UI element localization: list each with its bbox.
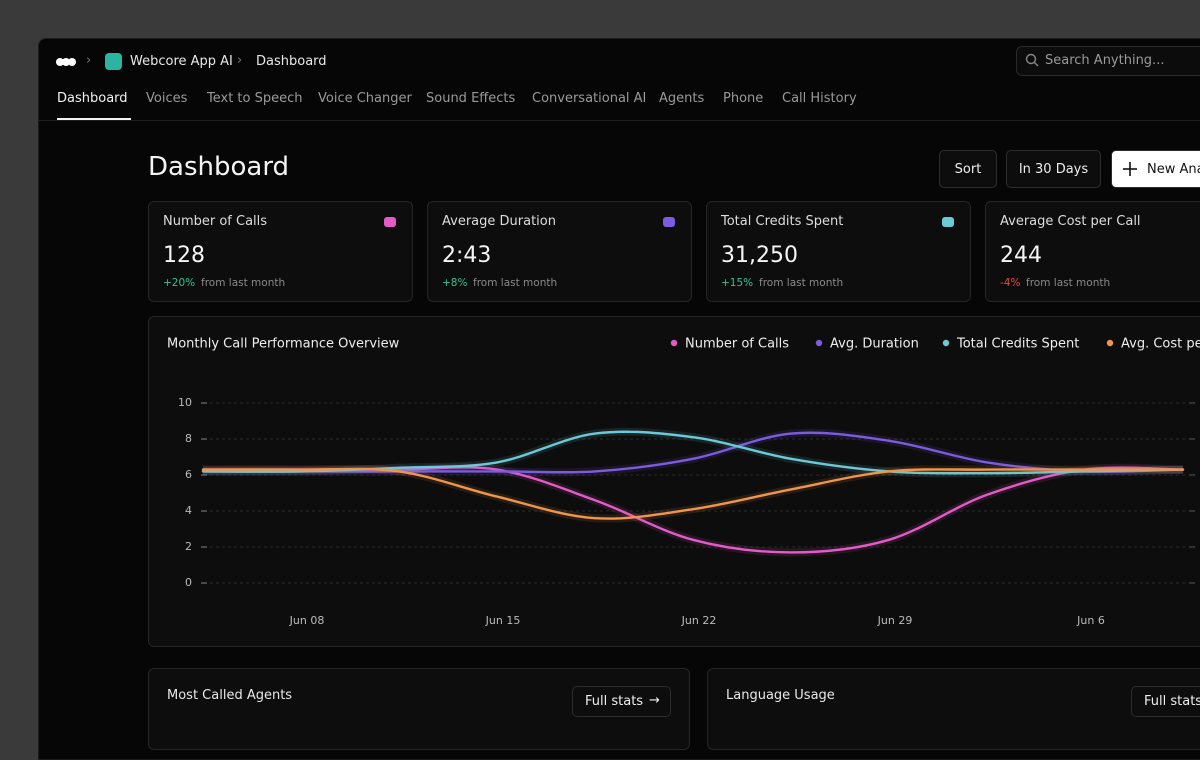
tab[interactable]: Voices <box>146 91 188 106</box>
tab[interactable]: Text to Speech <box>207 91 303 106</box>
plus-icon <box>1123 162 1137 176</box>
tab[interactable]: Voice Changer <box>318 91 412 106</box>
stat-card <box>148 201 413 302</box>
arrow-icon: → <box>649 693 660 708</box>
stat-card <box>427 201 692 302</box>
stat-icon <box>384 217 396 227</box>
legend-swatch <box>815 339 823 347</box>
separator: › <box>237 53 243 68</box>
x-tick-label: Jun 6 <box>1076 614 1105 627</box>
chart: Monthly Call Performance Overview Number… <box>167 337 1200 628</box>
full-stats-button[interactable]: Full stats <box>572 686 671 717</box>
stat-change: -4% <box>1000 277 1021 289</box>
active-tab-indicator <box>57 118 131 120</box>
sort-button[interactable]: Sort <box>939 150 997 188</box>
stat-change: +20% <box>163 277 196 289</box>
search-placeholder: Search Anything... <box>1045 53 1165 68</box>
legend-swatch <box>1106 339 1114 347</box>
page: Dashboard html, body { margin: 0; paddin… <box>38 38 1200 760</box>
stat-note: from last month <box>473 277 558 289</box>
stat-label: Average Cost per Call <box>1000 214 1141 229</box>
y-tick-label: 6 <box>185 468 192 481</box>
x-tick-label: Jun 15 <box>485 614 521 627</box>
app-icon <box>105 53 122 70</box>
x-tick-label: Jun 22 <box>681 614 717 627</box>
breadcrumb-app[interactable]: Webcore App AI <box>130 54 233 69</box>
y-tick-label: 8 <box>185 432 192 445</box>
panel-title: Most Called Agents <box>167 688 293 703</box>
screen: { "nav": { "breadcrumb": ["Webcore App A… <box>38 38 1200 760</box>
stat-change: +8% <box>442 277 468 289</box>
panel <box>707 668 1200 750</box>
y-tick-label: 0 <box>185 576 192 589</box>
tab[interactable]: Conversational AI <box>532 91 647 106</box>
x-tick-label: Jun 29 <box>877 614 913 627</box>
panel-title: Language Usage <box>726 688 835 703</box>
stat-change: +15% <box>721 277 754 289</box>
tab[interactable]: Call History <box>782 91 857 106</box>
stat-label: Number of Calls <box>163 214 268 229</box>
tab[interactable]: Sound Effects <box>426 91 516 106</box>
chart-title: Monthly Call Performance Overview <box>167 337 400 352</box>
page-title: Dashboard <box>148 152 290 182</box>
legend-label: Avg. Duration <box>830 337 919 352</box>
tab[interactable]: Agents <box>659 91 705 106</box>
stat-card <box>706 201 971 302</box>
tab[interactable]: Phone <box>723 91 764 106</box>
stat-value: 2:43 <box>442 243 492 268</box>
stat-label: Total Credits Spent <box>721 214 844 229</box>
divider <box>39 120 1200 121</box>
full-stats-button[interactable]: Full stats <box>1131 686 1200 717</box>
stat-note: from last month <box>1026 277 1111 289</box>
stat-note: from last month <box>201 277 286 289</box>
logo <box>56 58 76 66</box>
breadcrumb-page[interactable]: Dashboard <box>256 54 327 69</box>
stat-value: 128 <box>163 243 205 268</box>
stat-value: 31,250 <box>721 243 798 268</box>
stat-icon <box>663 217 675 227</box>
stat-value: 244 <box>1000 243 1042 268</box>
stat-label: Average Duration <box>442 214 556 229</box>
range-button[interactable]: In 30 Days <box>1006 150 1101 188</box>
stat-card <box>985 201 1200 302</box>
legend-label: Avg. Cost per Call <box>1121 337 1200 352</box>
search-icon <box>1025 53 1039 67</box>
stat-note: from last month <box>759 277 844 289</box>
legend-label: Number of Calls <box>685 337 789 352</box>
y-tick-label: 10 <box>178 396 192 409</box>
x-tick-label: Jun 08 <box>289 614 325 627</box>
legend-swatch <box>942 339 950 347</box>
series-line <box>201 431 1185 474</box>
stat-icon <box>942 217 954 227</box>
y-tick-label: 4 <box>185 504 192 517</box>
series-line <box>201 467 1185 520</box>
y-tick-label: 2 <box>185 540 192 553</box>
tab[interactable]: Dashboard <box>57 91 128 106</box>
legend-label: Total Credits Spent <box>956 337 1079 352</box>
separator: › <box>86 53 92 68</box>
search-box[interactable] <box>1016 46 1200 76</box>
legend-swatch <box>670 339 678 347</box>
